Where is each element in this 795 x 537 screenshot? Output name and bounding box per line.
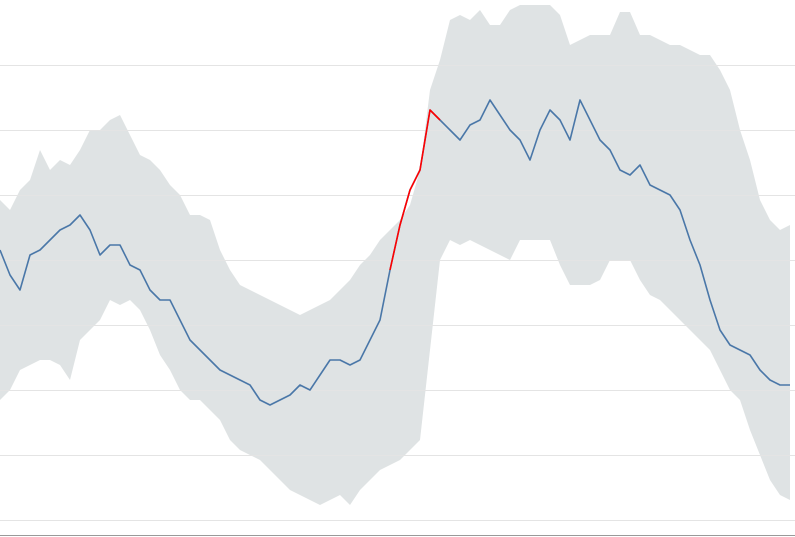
series-line — [389, 109, 441, 271]
confidence-band — [0, 5, 790, 505]
